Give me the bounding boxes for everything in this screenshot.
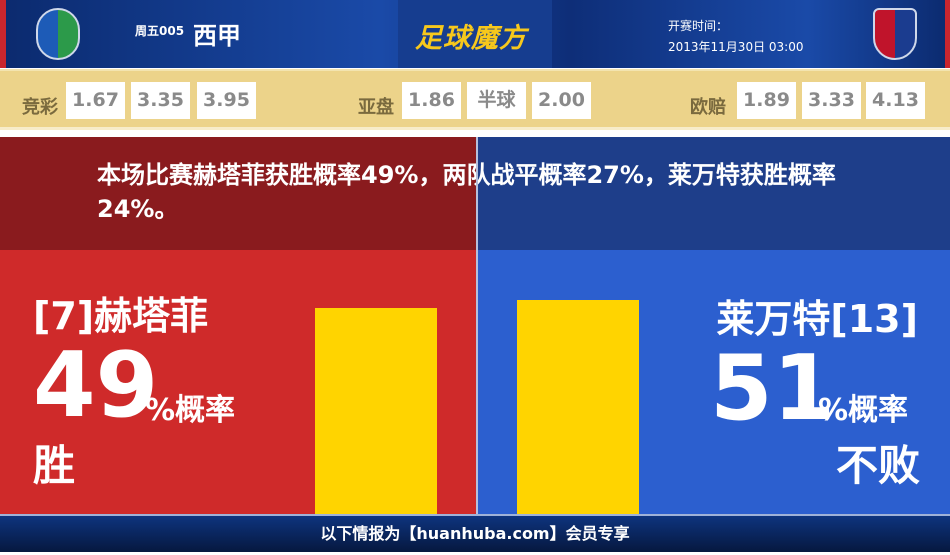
home-percent-unit: %概率 xyxy=(145,393,236,428)
brand-box xyxy=(398,0,552,68)
getafe-crest-icon xyxy=(36,8,80,60)
oupei-label: 欧赔 xyxy=(690,97,726,118)
away-probability-bar xyxy=(517,299,639,514)
away-team-name: 莱万特[13] xyxy=(716,297,918,341)
home-percent: 49 xyxy=(33,333,159,438)
headline-panel-left xyxy=(0,137,477,250)
levante-crest-icon xyxy=(873,8,917,60)
away-percent-unit: %概率 xyxy=(818,393,909,428)
prediction-headline: 本场比赛赫塔菲获胜概率49%，两队战平概率27%，莱万特获胜概率24%。 xyxy=(97,161,836,223)
yapan-odd: 2.00 xyxy=(532,82,591,119)
home-probability-bar xyxy=(315,308,437,514)
home-result: 胜 xyxy=(33,441,76,490)
jingcai-odd: 1.67 xyxy=(66,82,125,119)
match-number: 周五005 xyxy=(135,24,185,38)
odds-bar: 竞彩 1.67 3.35 3.95 亚盘 1.86 半球 2.00 欧赔 1.8… xyxy=(0,69,950,130)
brand-logo: 足球魔方 xyxy=(415,23,527,54)
away-result: 不败 xyxy=(835,441,920,490)
headline-panel-right xyxy=(477,137,950,250)
yapan-label: 亚盘 xyxy=(358,97,394,118)
divider xyxy=(476,137,478,514)
league-name: 西甲 xyxy=(193,22,241,50)
yapan-handicap: 半球 xyxy=(467,82,526,119)
accent-strip xyxy=(0,0,6,68)
jingcai-odd: 3.95 xyxy=(197,82,256,119)
jingcai-odd: 3.35 xyxy=(131,82,190,119)
oupei-odd: 1.89 xyxy=(737,82,796,119)
accent-strip xyxy=(945,0,950,68)
kickoff-time: 2013年11月30日 03:00 xyxy=(668,40,804,54)
home-team-name: [7]赫塔菲 xyxy=(33,294,209,338)
member-footer[interactable]: 以下情报为【huanhuba.com】会员专享 xyxy=(0,514,950,552)
away-percent: 51 xyxy=(710,336,836,441)
kickoff-label: 开赛时间： xyxy=(668,19,729,33)
jingcai-label: 竞彩 xyxy=(22,97,58,118)
yapan-odd: 1.86 xyxy=(402,82,461,119)
oupei-odd: 4.13 xyxy=(866,82,925,119)
oupei-odd: 3.33 xyxy=(802,82,861,119)
